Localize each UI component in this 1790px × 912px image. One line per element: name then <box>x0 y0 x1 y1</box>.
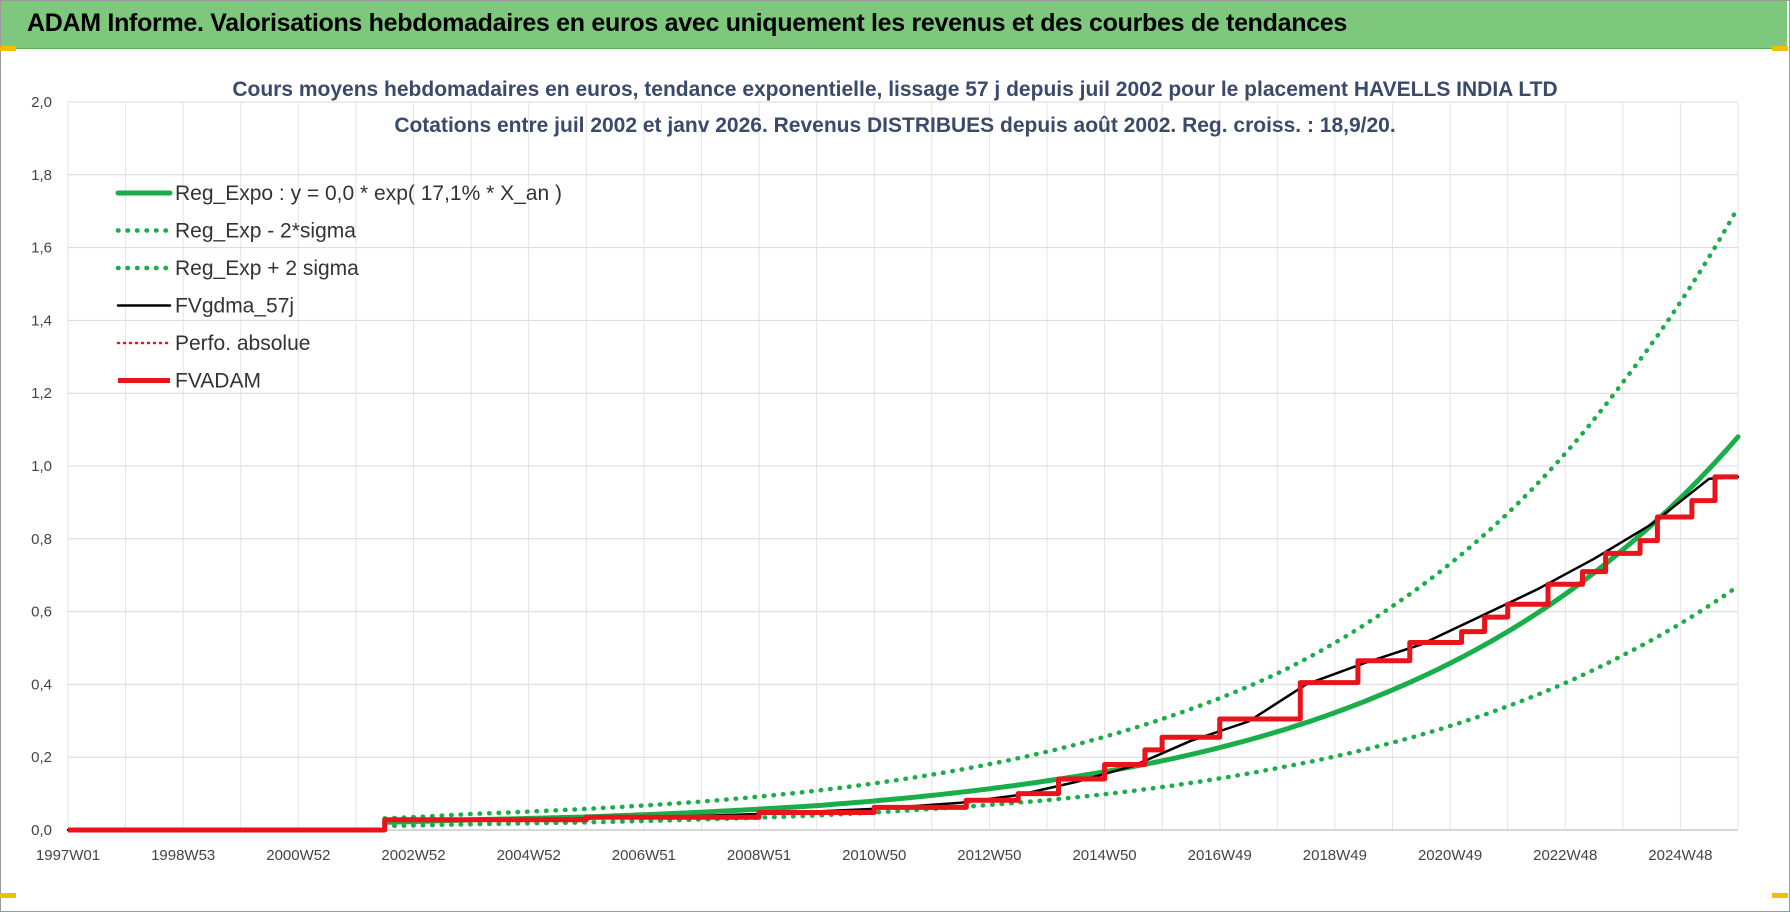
corner-marker <box>1772 893 1788 898</box>
x-tick-label: 2008W51 <box>727 847 791 864</box>
x-tick-label: 2020W49 <box>1418 847 1482 864</box>
grid-lines <box>67 101 1739 831</box>
y-tick-label: 2,0 <box>31 94 52 111</box>
legend: Reg_Expo : y = 0,0 * exp( 17,1% * X_an )… <box>115 182 562 393</box>
series-line-reg_exp <box>382 583 1741 829</box>
x-tick-label: 2002W52 <box>381 847 445 864</box>
x-tick-label: 1997W01 <box>36 847 100 864</box>
y-tick-label: 1,0 <box>31 458 52 475</box>
chart-subtitle: Cotations entre juil 2002 et janv 2026. … <box>394 114 1395 137</box>
x-tick-label: 2012W50 <box>957 847 1021 864</box>
legend-label: Reg_Exp - 2*sigma <box>175 220 356 243</box>
x-tick-label: 2004W52 <box>497 847 561 864</box>
corner-marker <box>0 46 16 51</box>
corner-marker <box>1772 46 1788 51</box>
y-tick-label: 1,4 <box>31 312 52 329</box>
x-tick-label: 2010W50 <box>842 847 906 864</box>
legend-label: FVgdma_57j <box>175 295 294 318</box>
series-line-reg_expo <box>382 434 1741 825</box>
series-line-reg_exp <box>382 205 1741 821</box>
y-tick-label: 0,8 <box>31 531 52 548</box>
series-group <box>66 205 1741 833</box>
chart-title: Cours moyens hebdomadaires en euros, ten… <box>232 78 1557 101</box>
y-tick-label: 1,2 <box>31 385 52 402</box>
series-line-fvadam <box>68 474 1738 833</box>
y-tick-label: 0,2 <box>31 749 52 766</box>
x-tick-label: 2022W48 <box>1533 847 1597 864</box>
corner-marker <box>0 893 16 898</box>
y-tick-label: 0,0 <box>31 822 52 839</box>
y-axis-ticks: 0,0 0,2 0,4 0,6 0,8 1,0 1,2 1,4 1,6 1,8 2,0 <box>31 94 52 839</box>
y-tick-label: 0,4 <box>31 676 52 693</box>
y-tick-label: 1,8 <box>31 167 52 184</box>
legend-label: Reg_Expo : y = 0,0 * exp( 17,1% * X_an ) <box>175 182 562 205</box>
x-tick-label: 2006W51 <box>612 847 676 864</box>
series-line-fvgdma_57j <box>66 475 1740 832</box>
report-title: ADAM Informe. Valorisations hebdomadaire… <box>27 9 1348 37</box>
legend-label: FVADAM <box>175 370 261 393</box>
x-tick-label: 2018W49 <box>1303 847 1367 864</box>
x-tick-label: 2016W49 <box>1188 847 1252 864</box>
report-header: ADAM Informe. Valorisations hebdomadaire… <box>1 1 1787 49</box>
legend-label: Perfo. absolue <box>175 332 310 355</box>
x-axis-ticks: 1997W01 1998W53 2000W52 2002W52 2004W52 2006W… <box>36 847 1713 864</box>
legend-label: Reg_Exp + 2 sigma <box>175 257 359 280</box>
x-tick-label: 2024W48 <box>1648 847 1712 864</box>
x-tick-label: 2000W52 <box>266 847 330 864</box>
y-tick-label: 0,6 <box>31 604 52 621</box>
y-tick-label: 1,6 <box>31 240 52 257</box>
x-tick-label: 2014W50 <box>1072 847 1136 864</box>
x-tick-label: 1998W53 <box>151 847 215 864</box>
